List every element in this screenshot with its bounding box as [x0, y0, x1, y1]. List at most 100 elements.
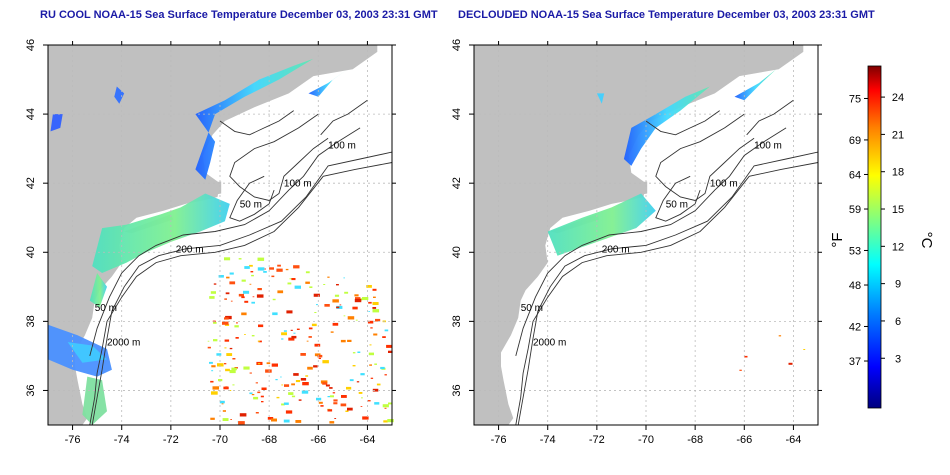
contour-label: 50 m	[240, 199, 262, 210]
sst-speckle	[275, 379, 278, 381]
lon-tick-label: -70	[212, 434, 228, 446]
sst-speckle	[329, 395, 334, 398]
sst-speckle	[260, 395, 264, 398]
sst-speckle	[360, 373, 365, 376]
sst-speckle	[739, 369, 742, 371]
fahrenheit-tick-label: 48	[849, 280, 861, 292]
sst-speckle	[269, 267, 274, 270]
lat-tick-label: 38	[25, 315, 37, 327]
contour-label: 200 m	[602, 244, 630, 255]
sst-speckle	[207, 346, 211, 349]
sst-speckle	[277, 290, 284, 294]
sst-speckle	[271, 418, 277, 422]
sst-speckle	[744, 355, 748, 358]
sst-speckle	[380, 366, 385, 370]
sst-speckle	[272, 312, 278, 316]
sst-speckle	[287, 282, 292, 285]
sst-speckle	[213, 339, 218, 342]
sst-speckle	[354, 298, 362, 303]
isobath-contour	[645, 110, 720, 136]
isobath-contour	[517, 151, 819, 426]
sst-speckle	[257, 391, 261, 394]
sst-speckle	[333, 402, 338, 405]
contour-label: 2000 m	[533, 338, 566, 349]
land-mass	[48, 45, 378, 425]
sst-speckle	[243, 290, 250, 294]
sst-speckle	[356, 381, 360, 383]
sst-speckle	[347, 339, 352, 342]
celsius-tick-label: 3	[895, 353, 901, 365]
sst-speckle	[256, 294, 264, 298]
sst-speckle	[230, 419, 232, 420]
sst-speckle	[383, 420, 388, 423]
sst-speckle	[264, 268, 266, 270]
sst-speckle	[384, 407, 387, 409]
sst-speckle	[224, 257, 231, 261]
sst-speckle	[224, 339, 230, 342]
sst-speckle	[355, 297, 361, 300]
fahrenheit-tick-label: 64	[849, 169, 861, 181]
sst-speckle	[261, 401, 264, 403]
sst-speckle	[213, 283, 217, 285]
sst-speckle	[374, 363, 377, 365]
sst-patch	[67, 342, 107, 363]
sst-speckle	[222, 321, 229, 325]
sst-speckle	[327, 276, 330, 278]
lon-tick-label: -68	[261, 434, 277, 446]
sst-speckle	[249, 392, 253, 395]
sst-speckle	[368, 301, 372, 304]
sst-speckle	[226, 353, 233, 356]
sst-speckle	[336, 306, 340, 309]
lat-tick-label: 42	[25, 177, 37, 189]
sst-speckle	[372, 388, 379, 392]
sst-patch	[734, 69, 777, 101]
celsius-tick-label: 9	[895, 279, 901, 291]
sst-speckle	[255, 382, 258, 384]
sst-speckle	[249, 283, 252, 285]
sst-speckle	[340, 339, 346, 343]
lat-tick-label: 42	[451, 177, 463, 189]
lon-tick-label: -68	[687, 434, 703, 446]
sst-speckle	[230, 300, 233, 302]
sst-speckle	[347, 407, 353, 411]
lat-tick-label: 36	[451, 384, 463, 396]
lat-tick-label: 46	[451, 39, 463, 51]
sst-speckle	[296, 328, 300, 330]
sst-speckle	[241, 279, 246, 282]
sst-speckle	[243, 366, 250, 370]
sst-speckle	[229, 281, 236, 285]
sst-speckle	[368, 311, 370, 312]
sst-speckle	[322, 360, 329, 364]
sst-speckle	[209, 361, 213, 364]
isobath-contour	[229, 113, 329, 201]
sst-speckle	[300, 378, 307, 381]
sst-speckle	[271, 275, 275, 278]
sst-speckle	[308, 327, 313, 330]
sst-speckle	[289, 278, 292, 280]
sst-speckle	[382, 404, 389, 408]
sst-speckle	[222, 418, 229, 421]
sst-speckle	[361, 397, 363, 399]
sst-speckle	[284, 384, 290, 387]
sst-speckle	[235, 337, 239, 339]
contour-label: 100 m	[710, 179, 738, 190]
sst-speckle	[285, 268, 289, 271]
land-mass	[474, 45, 804, 425]
sst-speckle	[236, 322, 238, 324]
sst-speckle	[340, 403, 347, 407]
sst-speckle	[210, 380, 214, 383]
sst-speckle	[384, 329, 389, 332]
sst-speckle	[210, 417, 215, 420]
sst-speckle	[291, 395, 296, 398]
sst-speckle	[349, 379, 354, 382]
sst-speckle	[318, 357, 321, 359]
sst-speckle	[280, 376, 282, 378]
contour-label: 50 m	[95, 303, 117, 314]
sst-speckle	[332, 299, 339, 303]
lon-tick-label: -74	[114, 434, 130, 446]
contour-label: 50 m	[666, 199, 688, 210]
sst-speckle	[373, 296, 376, 298]
sst-speckle	[346, 386, 352, 390]
sst-speckle	[336, 305, 343, 309]
sst-speckle	[367, 400, 371, 402]
